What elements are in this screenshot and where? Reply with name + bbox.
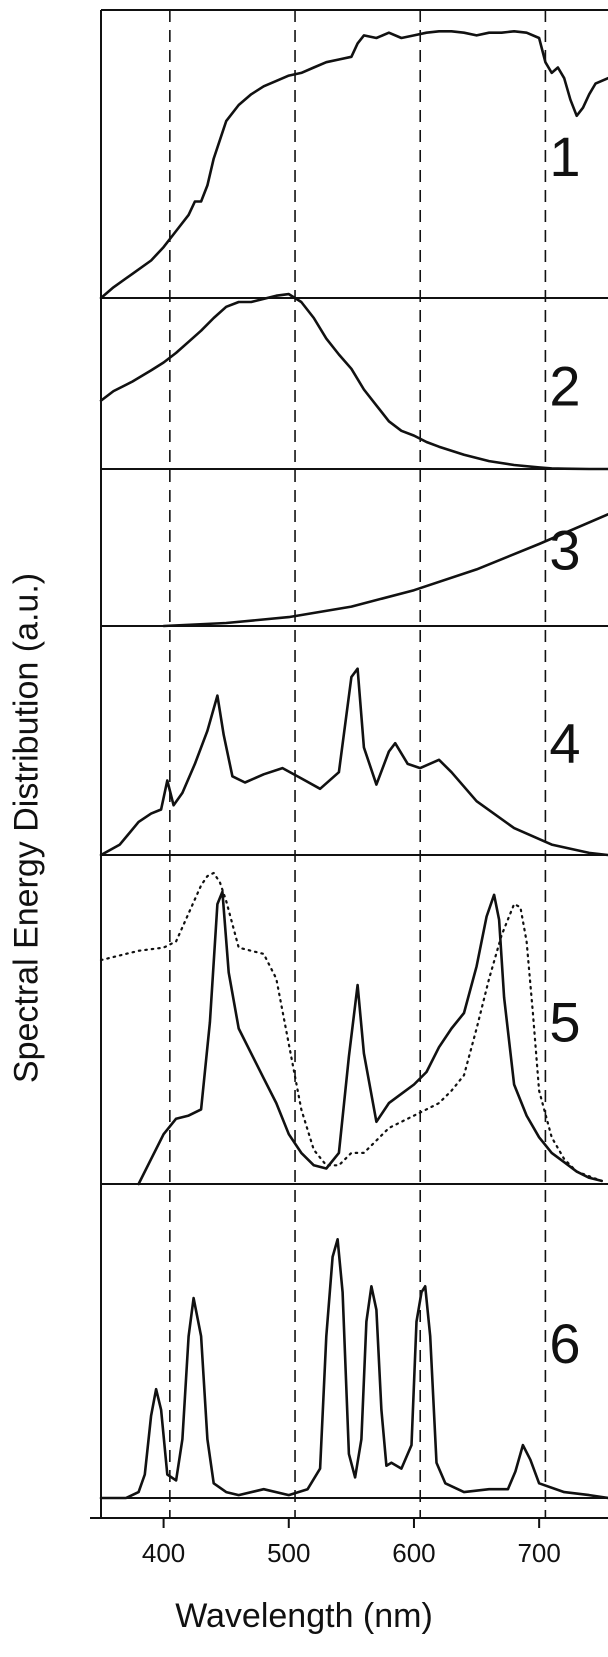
panel-4-curve-solid	[99, 667, 608, 857]
x-tick-label-700: 700	[517, 1538, 560, 1568]
x-tick-label-600: 600	[392, 1538, 435, 1568]
panel-label-2: 2	[549, 355, 580, 418]
panel-1-curve-solid	[99, 30, 608, 300]
panel-5-curve-solid	[137, 890, 603, 1186]
panel-label-5: 5	[549, 991, 580, 1054]
x-tick-label-500: 500	[267, 1538, 310, 1568]
y-axis-label: Spectral Energy Distribution (a.u.)	[7, 572, 46, 1084]
panel-2-curve-solid	[99, 292, 608, 471]
x-axis-label: Wavelength (nm)	[175, 1597, 433, 1635]
panel-label-1: 1	[549, 125, 580, 188]
panel-label-3: 3	[549, 519, 580, 582]
panel-3-curve-solid	[162, 513, 608, 628]
panel-label-6: 6	[549, 1312, 580, 1375]
panel-label-4: 4	[549, 712, 580, 775]
x-tick-label-400: 400	[142, 1538, 185, 1568]
panel-5-curve-dotted	[99, 871, 603, 1182]
panel-6-curve-solid	[99, 1238, 608, 1500]
